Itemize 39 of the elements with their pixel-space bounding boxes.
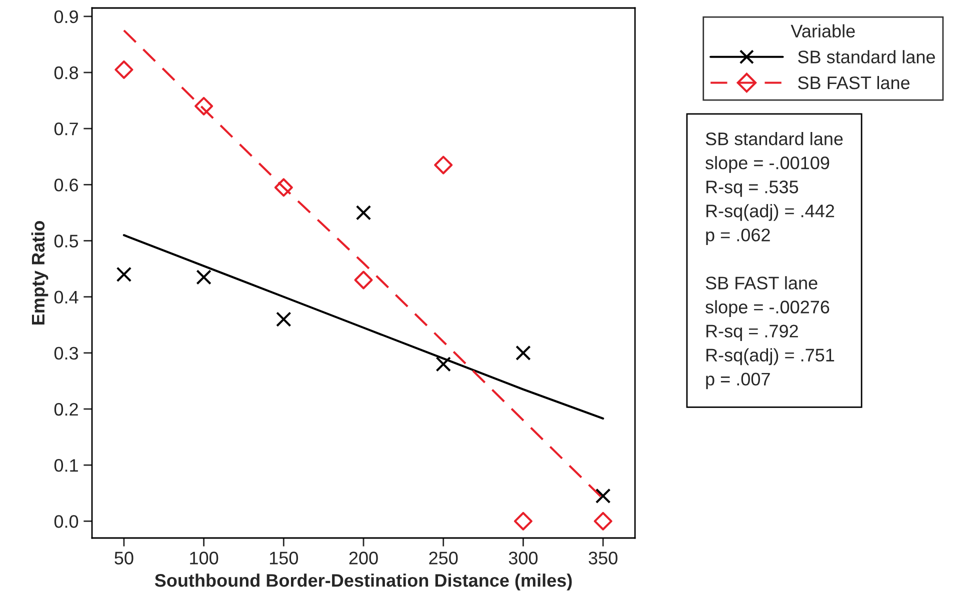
y-tick-label: 0.3 [54,346,78,360]
point [594,512,612,530]
y-tick-label: 0.8 [54,66,78,80]
y-tick-label: 0.1 [54,459,78,472]
x-tick-label: 100 [190,552,218,564]
line-series [122,234,604,420]
x-tick-label: 300 [508,552,538,564]
legend-label: SB FAST lane [798,76,910,90]
x-axis-title: Southbound Border-Destination Distance (miles) [154,574,572,590]
y-tick-label: 0.5 [54,234,78,248]
x-tick-label: 350 [588,552,618,564]
point [114,60,134,79]
y-tick-label: 0.7 [54,122,78,136]
point [116,266,132,282]
y-tick-label: 0.9 [54,10,78,24]
x-tick-label: 50 [114,552,134,564]
point [356,205,372,220]
x-tick-label: 200 [349,552,378,564]
point [196,270,212,285]
y-tick-label: 0.0 [54,515,78,528]
y-tick-label: 0.2 [54,402,78,416]
y-tick-label: 0.4 [54,290,78,304]
point [595,488,611,504]
text: SB standard lane slope = -.00109 R-sq = .535 R-sq(adj) = .442 p = .062 SB FAST lane slope = -.00276 R-sq = .792 R-sq(adj) = .751 p = .007 [706,132,843,390]
y-tick-label: 0.6 [54,178,78,192]
x-tick-label: 250 [429,552,458,564]
point [514,512,532,530]
x-tick-label: 150 [270,552,298,564]
point [516,345,531,361]
point [434,156,453,174]
y-axis-title: Empty Ratio [31,221,48,324]
point [276,312,292,327]
point [436,356,451,372]
point [354,270,373,290]
line-series [122,29,604,500]
point [274,178,293,197]
legend-title: Variable [790,24,855,38]
legend-label: SB standard lane [798,50,935,64]
point [194,96,214,116]
